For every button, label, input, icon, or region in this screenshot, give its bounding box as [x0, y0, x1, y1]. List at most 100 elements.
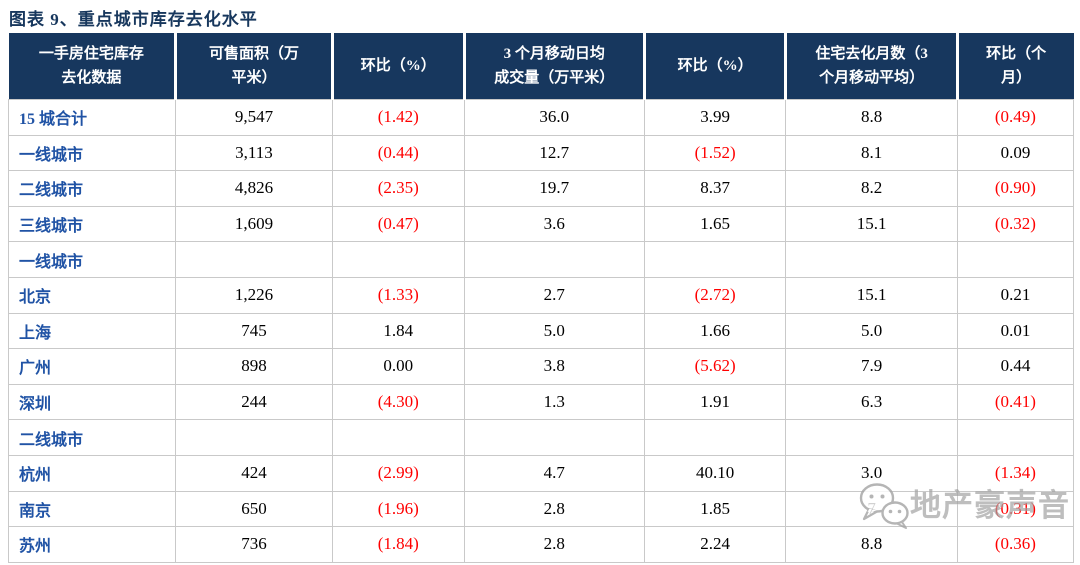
column-header-1: 一手房住宅库存 去化数据: [8, 33, 178, 100]
cell-value: 36.0: [463, 99, 645, 136]
row-label: 南京: [7, 490, 177, 528]
cell-value: [331, 241, 465, 278]
cell-value: 3.6: [463, 205, 645, 243]
cell-value: (0.90): [956, 170, 1075, 207]
cell-value: [643, 419, 787, 456]
row-label: 上海: [7, 312, 177, 350]
cell-value: 3,113: [175, 134, 333, 172]
column-header-4: 3 个月移动日均 成交量（万平米）: [464, 33, 646, 100]
cell-value: 8.8: [785, 526, 958, 563]
cell-value: (0.49): [956, 99, 1075, 136]
cell-value: (1.52): [643, 134, 787, 172]
cell-value: 1.84: [331, 312, 465, 350]
table-header: 一手房住宅库存 去化数据 可售面积（万 平米） 环比（%） 3 个月移动日均 成交量（万平米…: [8, 33, 1074, 100]
cell-value: 19.7: [463, 170, 645, 207]
cell-value: [331, 419, 465, 456]
cell-value: (0.32): [956, 205, 1075, 243]
cell-value: 0.09: [956, 134, 1075, 172]
cell-value: 736: [175, 526, 333, 563]
cell-value: (0.44): [331, 134, 465, 172]
table-row: 一线城市 3,113 (0.44) 12.7 (1.52) 8.1 0.09: [7, 134, 1075, 172]
cell-value: 1.85: [643, 490, 787, 528]
cell-value: 650: [175, 490, 333, 528]
row-label: 北京: [7, 276, 177, 314]
cell-value: (2.99): [331, 454, 465, 492]
cell-value: (2.72): [643, 276, 787, 314]
cell-value: 8.2: [785, 170, 958, 207]
column-header-2: 可售面积（万 平米）: [175, 33, 334, 100]
row-label: 三线城市: [7, 205, 177, 243]
cell-value: 9,547: [175, 99, 333, 136]
cell-value: 7: [785, 490, 958, 528]
cell-value: 1,226: [175, 276, 333, 314]
cell-value: [785, 241, 958, 278]
table-row: 南京 650 (1.96) 2.8 1.85 7 (0.31): [7, 490, 1075, 528]
cell-value: [956, 241, 1075, 278]
cell-value: 2.7: [463, 276, 645, 314]
cell-value: (4.30): [331, 383, 465, 421]
table-row: 深圳 244 (4.30) 1.3 1.91 6.3 (0.41): [7, 383, 1075, 421]
cell-value: 0.44: [956, 348, 1075, 385]
cell-value: 2.24: [643, 526, 787, 563]
row-label: 一线城市: [7, 241, 177, 278]
cell-value: 7.9: [785, 348, 958, 385]
cell-value: (1.84): [331, 526, 465, 563]
cell-value: (1.42): [331, 99, 465, 136]
cell-value: (1.34): [956, 454, 1075, 492]
inventory-destocking-table: 一手房住宅库存 去化数据 可售面积（万 平米） 环比（%） 3 个月移动日均 成交量（万平米…: [7, 33, 1075, 563]
row-label: 二线城市: [7, 419, 177, 456]
cell-value: 424: [175, 454, 333, 492]
row-label: 一线城市: [7, 134, 177, 172]
cell-value: 15.1: [785, 205, 958, 243]
cell-value: 40.10: [643, 454, 787, 492]
cell-value: [175, 241, 333, 278]
cell-value: 3.99: [643, 99, 787, 136]
cell-value: [463, 241, 645, 278]
table-row: 二线城市 4,826 (2.35) 19.7 8.37 8.2 (0.90): [7, 170, 1075, 207]
cell-value: [643, 241, 787, 278]
section-row: 二线城市: [7, 419, 1075, 456]
cell-value: 2.8: [463, 526, 645, 563]
cell-value: 6.3: [785, 383, 958, 421]
cell-value: 745: [175, 312, 333, 350]
cell-value: 1.66: [643, 312, 787, 350]
column-header-3: 环比（%）: [332, 33, 466, 100]
table-row: 北京 1,226 (1.33) 2.7 (2.72) 15.1 0.21: [7, 276, 1075, 314]
cell-value: 4.7: [463, 454, 645, 492]
cell-value: 0.01: [956, 312, 1075, 350]
row-label: 15 城合计: [7, 99, 177, 136]
table-body: 15 城合计 9,547 (1.42) 36.0 3.99 8.8 (0.49) 一线城市 3,…: [7, 99, 1075, 563]
table-row: 杭州 424 (2.99) 4.7 40.10 3.0 (1.34): [7, 454, 1075, 492]
cell-value: (1.33): [331, 276, 465, 314]
cell-value: 8.1: [785, 134, 958, 172]
cell-value: (5.62): [643, 348, 787, 385]
cell-value: [956, 419, 1075, 456]
row-label: 苏州: [7, 526, 177, 563]
cell-value: 12.7: [463, 134, 645, 172]
section-row: 一线城市: [7, 241, 1075, 278]
cell-value: [785, 419, 958, 456]
cell-value: 4,826: [175, 170, 333, 207]
cell-value: (0.41): [956, 383, 1075, 421]
cell-value: (2.35): [331, 170, 465, 207]
cell-value: 1.3: [463, 383, 645, 421]
cell-value: (1.96): [331, 490, 465, 528]
row-label: 杭州: [7, 454, 177, 492]
column-header-7: 环比（个 月）: [957, 33, 1074, 100]
cell-value: (0.31): [956, 490, 1075, 528]
table-row: 三线城市 1,609 (0.47) 3.6 1.65 15.1 (0.32): [7, 205, 1075, 243]
table-row: 15 城合计 9,547 (1.42) 36.0 3.99 8.8 (0.49): [7, 99, 1075, 136]
cell-value: (0.47): [331, 205, 465, 243]
row-label: 深圳: [7, 383, 177, 421]
figure-title: 图表 9、重点城市库存去化水平: [9, 10, 258, 29]
row-label: 二线城市: [7, 170, 177, 207]
cell-value: 3.0: [785, 454, 958, 492]
table-row: 广州 898 0.00 3.8 (5.62) 7.9 0.44: [7, 348, 1075, 385]
cell-value: 5.0: [785, 312, 958, 350]
cell-value: 15.1: [785, 276, 958, 314]
cell-value: 5.0: [463, 312, 645, 350]
cell-value: 8.8: [785, 99, 958, 136]
cell-value: 0.21: [956, 276, 1075, 314]
cell-value: 244: [175, 383, 333, 421]
